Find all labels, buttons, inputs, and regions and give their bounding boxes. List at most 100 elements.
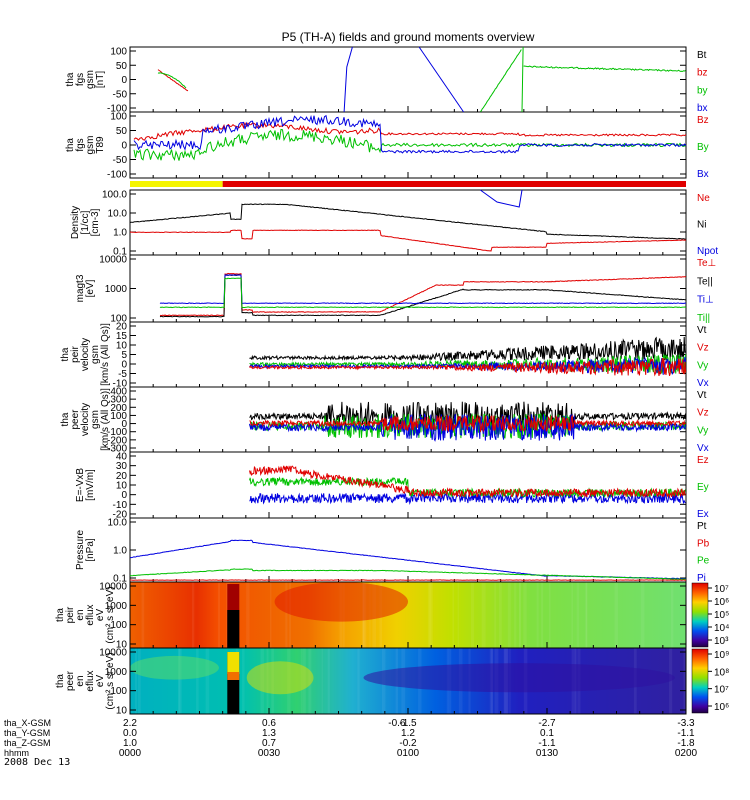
y-axis-label: velocity (80, 338, 91, 371)
spectrogram-feature (363, 663, 675, 693)
legend-entry: Pt (697, 521, 707, 532)
y-tick-label: 30 (116, 461, 128, 472)
series-Bz (133, 121, 687, 141)
y-tick-label: -5 (118, 369, 127, 380)
legend-entry: Pb (697, 538, 710, 549)
spectrogram-texture (585, 582, 588, 648)
y-tick-label: -100 (107, 104, 127, 115)
y-axis-label: (cm² s sr eV) (105, 652, 116, 709)
y-axis-label: [nT] (95, 71, 106, 88)
spectrogram-texture (670, 582, 674, 648)
y-tick-label: 1000 (105, 667, 128, 678)
spectrogram-texture (452, 582, 455, 648)
x-axis-row-name: tha_X-GSM (4, 718, 51, 728)
y-tick-label: 10 (116, 481, 128, 492)
y-tick-label: 40 (116, 452, 128, 463)
x-axis-value: 1.2 (401, 728, 415, 739)
legend-entry: Te⊥ (697, 258, 716, 269)
y-tick-label: 100 (110, 47, 127, 58)
spectrogram-texture (614, 582, 618, 648)
spectrogram-texture (285, 582, 288, 648)
y-tick-label: 0 (121, 490, 127, 501)
y-axis-label: en (75, 675, 86, 686)
y-axis-label: T89 (95, 136, 106, 154)
chart-title: P5 (TH-A) fields and ground moments over… (282, 30, 535, 44)
x-axis-value: -3.3 (677, 718, 695, 729)
legend-entry: by (697, 85, 708, 96)
series-Vy (249, 354, 687, 374)
y-axis-label: [eV] (85, 279, 96, 297)
y-tick-label: -100 (107, 427, 127, 438)
legend-entry: By (697, 142, 709, 153)
y-tick-label: 200 (110, 403, 127, 414)
spectrogram-texture (571, 582, 573, 648)
y-tick-label: -10 (113, 500, 128, 511)
legend-entry: Ne (697, 193, 710, 204)
x-axis-value: -1.8 (677, 738, 695, 749)
legend-entry: bx (697, 103, 708, 114)
y-tick-label: 100.0 (102, 190, 127, 201)
series-Ex (249, 491, 686, 506)
y-tick-label: -50 (113, 155, 128, 166)
spectrogram-texture (205, 648, 210, 714)
spectrogram-texture (500, 582, 502, 648)
y-tick-label: 10000 (99, 648, 127, 659)
spectrogram-texture (137, 648, 141, 714)
legend-entry: Ti|| (697, 313, 710, 324)
series-Npot (480, 189, 523, 208)
spectrogram-texture (523, 582, 527, 648)
spectrogram-texture (536, 582, 539, 648)
legend-entry: Vx (697, 378, 709, 389)
y-tick-label: 10 (116, 640, 128, 651)
y-tick-label: 10000 (99, 582, 127, 593)
spectrogram-texture (141, 582, 145, 648)
y-tick-label: 5 (121, 350, 127, 361)
series-Pi (129, 539, 687, 580)
spectrogram-gap (227, 672, 240, 680)
y-axis-label: tha (65, 72, 76, 86)
series-Vx (249, 356, 687, 375)
colorbar-tick-label: 10⁴ (714, 623, 729, 634)
y-axis-label: tha (55, 608, 66, 622)
panel-frame (129, 254, 687, 323)
legend-entry: Te|| (697, 276, 713, 287)
x-axis-value: -1.1 (538, 738, 556, 749)
y-tick-label: 0.1 (113, 247, 127, 258)
y-axis-label: peer (65, 670, 76, 691)
spectrogram-texture (548, 582, 551, 648)
x-axis-value: -2.7 (538, 718, 556, 729)
x-axis-value: 0.7 (262, 738, 276, 749)
legend-entry: Bx (697, 169, 709, 180)
y-tick-label: 100 (110, 620, 127, 631)
y-axis-label: (cm² s sr eV) (105, 586, 116, 643)
spectrogram-texture (585, 582, 588, 648)
y-axis-label: [mV/m] (85, 469, 96, 501)
x-axis-value: 1.3 (262, 728, 276, 739)
series-by (479, 49, 522, 113)
spectrogram-texture (270, 582, 272, 648)
x-axis-value: -1.5 (399, 718, 417, 729)
legend-entry: Vx (697, 443, 709, 454)
y-axis-label: gsm (85, 70, 96, 89)
x-axis-value: 0.1 (540, 728, 554, 739)
y-axis-label: eflux (85, 670, 96, 691)
y-tick-label: 50 (116, 126, 128, 137)
spectrogram-feature (246, 661, 314, 695)
series-Ez (249, 465, 686, 499)
y-tick-label: 10000 (99, 255, 127, 266)
spectrogram-texture (289, 582, 292, 648)
y-tick-label: -300 (107, 444, 127, 455)
x-axis-row-name: hhmm (4, 748, 29, 758)
spectrogram-gap (227, 652, 240, 674)
legend-entry: Npot (697, 246, 718, 257)
x-axis-value: 2.2 (123, 718, 137, 729)
y-axis-label: gsm (85, 136, 96, 155)
spectrogram-feature (274, 582, 408, 622)
y-tick-label: 20 (116, 322, 128, 333)
spectrogram-texture (683, 648, 686, 714)
y-axis-label: fgs (75, 138, 86, 151)
y-axis-label: magt3 (75, 274, 86, 302)
y-tick-label: -20 (113, 510, 128, 521)
series-Bx (133, 114, 687, 154)
y-tick-label: 100 (110, 112, 127, 123)
